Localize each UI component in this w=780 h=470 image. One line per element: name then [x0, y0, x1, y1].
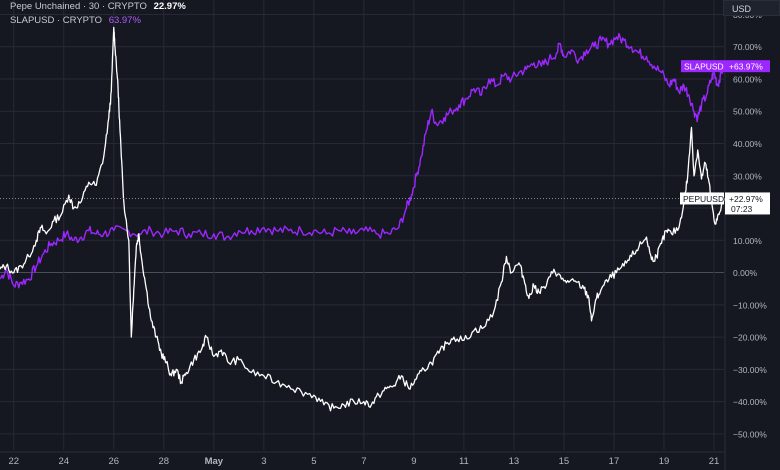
x-tick-label: 26	[109, 456, 120, 467]
legend-series1-pct: 22.97%	[153, 1, 186, 12]
x-tick-label: 3	[261, 456, 266, 467]
x-tick-label: 15	[559, 456, 570, 467]
x-tick-label: 11	[459, 456, 469, 467]
y-tick-label: 10.00%	[733, 236, 762, 246]
legend-row-pepe[interactable]: Pepe Unchained · 30 · CRYPTO 22.97%	[10, 0, 186, 14]
x-tick-label: 17	[609, 456, 620, 467]
legend-series2-pct: 63.97%	[108, 15, 141, 26]
y-tick-label: 50.00%	[733, 107, 762, 117]
x-tick-label: 7	[361, 456, 366, 467]
x-tick-label: 5	[311, 456, 316, 467]
slapusd-value-label: +63.97%	[729, 62, 763, 72]
y-tick-label: −10.00%	[733, 300, 767, 310]
legend-series1-name: Pepe Unchained · 30 · CRYPTO	[10, 1, 147, 12]
legend-series2-name: SLAPUSD · CRYPTO	[10, 15, 103, 26]
y-tick-label: 60.00%	[733, 74, 762, 84]
y-tick-label: 0.00%	[733, 268, 758, 278]
x-tick-label: 19	[659, 456, 670, 467]
y-tick-label: 30.00%	[733, 171, 762, 181]
pepuusd-series-tag	[680, 192, 724, 205]
y-tick-label: 40.00%	[733, 139, 762, 149]
x-tick-label: 24	[58, 456, 69, 467]
pepuusd-countdown-label: 07:23	[731, 204, 753, 214]
currency-button[interactable]: USD	[723, 0, 780, 16]
series-line-pepuusd[interactable]	[0, 26, 725, 412]
y-tick-label: −30.00%	[733, 365, 767, 375]
x-tick-label: 13	[509, 456, 520, 467]
x-tick-label: 28	[159, 456, 170, 467]
x-tick-label: May	[205, 456, 224, 467]
y-tick-label: −50.00%	[733, 429, 767, 439]
chart-legend: Pepe Unchained · 30 · CRYPTO 22.97% SLAP…	[10, 0, 186, 28]
slapusd-series-label: SLAPUSD	[684, 62, 724, 72]
x-tick-label: 21	[709, 456, 720, 467]
series-line-slapusd[interactable]	[0, 32, 725, 289]
slapusd-value-tag	[725, 60, 770, 73]
slapusd-series-tag	[681, 60, 725, 73]
pepuusd-value-tag	[725, 192, 770, 215]
x-tick-label: 22	[8, 456, 19, 467]
y-tick-label: −20.00%	[733, 333, 767, 343]
pepuusd-series-label: PEPUUSD	[683, 194, 724, 204]
y-tick-label: −40.00%	[733, 397, 767, 407]
legend-row-slap[interactable]: SLAPUSD · CRYPTO 63.97%	[10, 14, 186, 28]
pepuusd-value-label: +22.97%	[729, 194, 763, 204]
y-tick-label: 70.00%	[733, 42, 762, 52]
x-tick-label: 9	[411, 456, 416, 467]
